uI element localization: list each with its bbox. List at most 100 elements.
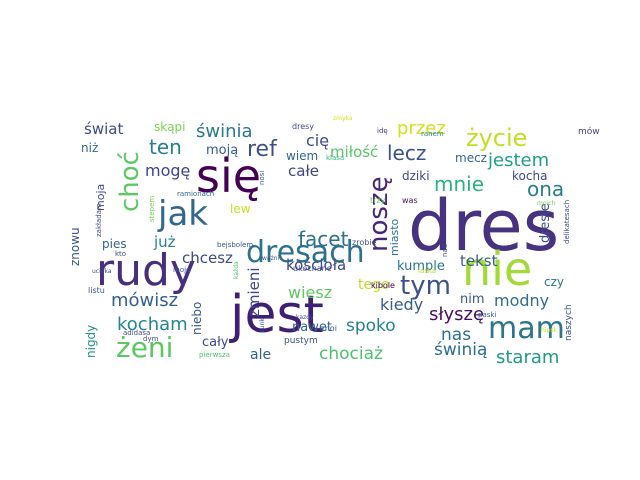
word-64: miasto [388,218,401,256]
word-42: wiesz [288,283,332,302]
word-58: dresie [538,203,553,243]
word-41: nawet [292,320,332,335]
word-73: trzy [370,196,386,205]
word-39: ale [250,347,271,363]
word-78: delikatesach [563,200,571,244]
word-63: dziki [402,169,430,183]
word-70: zmyka [333,115,353,122]
word-46: wiem [286,149,318,163]
word-74: was [402,196,418,205]
word-49: skąpi [154,120,186,134]
word-1: nie [462,242,532,296]
word-26: mówisz [111,290,178,311]
word-36: staram [496,347,559,368]
word-59: czy [544,275,564,289]
word-38: świnią [434,340,487,360]
word-66: naszych [564,304,574,341]
word-13: facet [298,227,349,251]
word-2: się [196,149,261,203]
word-34: nas [441,325,471,345]
word-90: hipsk [541,327,557,334]
word-47: mogę [145,161,190,180]
word-44: całe [288,162,319,180]
word-21: ona [527,177,564,201]
word-10: żeni [116,331,173,364]
word-91: ucieka [92,268,112,275]
word-11: życie [466,124,527,152]
word-75: idę [377,127,388,135]
word-97: pierwsza [199,351,230,359]
word-16: ten [149,135,182,159]
word-24: zmieni [245,267,263,317]
word-92: moje [173,266,190,274]
word-30: spoko [346,316,396,336]
word-23: mów [578,126,600,137]
word-33: modny [494,291,549,310]
word-50: niż [81,141,98,155]
word-52: znowu [68,227,82,266]
word-79: ramionach [177,190,214,198]
word-51: pies [102,237,127,251]
word-15: świnia [196,121,253,142]
word-96: dym [143,335,159,343]
word-6: dresach [246,235,365,270]
word-32: kiedy [380,295,423,314]
word-20: jestem [487,150,549,171]
word-81: zakładam [95,203,103,237]
word-14: ref [247,137,278,162]
word-19: przez [397,118,446,139]
word-71: ranem [421,130,444,138]
word-83: bejsbolem [217,241,253,249]
word-65: moja [94,184,107,211]
word-25: kościoła [286,256,346,274]
word-28: chcesz [182,249,233,267]
word-86: nad [441,244,449,257]
word-9: tym [400,271,451,301]
word-4: rudy [96,245,196,296]
word-40: cały [202,335,229,350]
word-0: dres [408,185,559,267]
word-5: mam [488,311,565,346]
word-76: nosi [258,171,266,185]
word-98: punk [259,318,266,333]
word-77: moich [537,200,555,207]
word-89: paski [478,311,496,319]
word-7: jak [157,194,208,234]
word-31: słyszę [429,304,484,325]
word-94: listu [88,286,105,295]
word-85: laska [418,267,436,275]
word-37: chociaż [319,344,383,364]
word-53: nigdy [84,325,98,358]
word-82: kto [115,250,126,258]
word-48: moją [206,143,238,158]
word-29: już [153,233,176,251]
word-93: każda [233,261,240,279]
word-69: dresy [292,122,314,131]
word-67: moi [322,324,337,333]
word-17: lecz [387,141,426,165]
word-62: kocha [512,169,547,183]
word-54: niebo [190,302,204,335]
word-45: miłość [330,143,378,161]
word-18: mnie [434,172,484,196]
word-61: mecz [455,151,487,165]
word-27: kocham [117,314,188,335]
word-22: świat [84,120,123,138]
word-87: ukochane [293,264,332,273]
word-84: zrobię [352,238,377,247]
word-43: cię [306,131,329,150]
word-88: kibole [371,281,395,290]
word-100: ważni [262,255,280,262]
word-56: tego [358,277,390,293]
word-35: tekst [460,252,498,270]
word-12: choć [115,151,145,212]
word-68: pustym [284,336,318,346]
word-55: lew [230,202,251,216]
word-57: kumple [397,259,445,274]
word-95: adidasa [123,329,150,337]
word-60: nim [460,292,485,307]
word-72: klasa [326,154,344,162]
word-80: stepem [148,196,156,222]
